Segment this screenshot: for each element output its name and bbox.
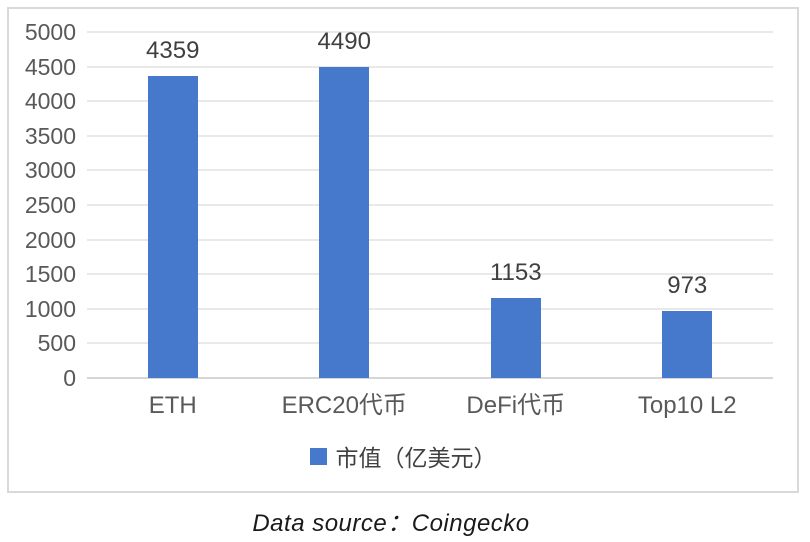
y-tick-label: 0 <box>63 365 76 391</box>
y-tick-label: 2000 <box>24 226 76 253</box>
y-tick-label: 3000 <box>24 157 76 184</box>
grid-line <box>87 100 773 103</box>
y-tick-label: 3500 <box>24 122 76 149</box>
grid-line <box>87 65 773 68</box>
legend: 市值（亿美元） <box>7 443 799 471</box>
y-tick-label: 1500 <box>24 261 76 288</box>
bar-value-label: 4359 <box>146 37 200 65</box>
x-axis-label: Top10 L2 <box>637 392 737 419</box>
bar-ERC20代币 <box>319 67 370 378</box>
y-tick-label: 4000 <box>24 88 76 115</box>
bar-value-label: 1153 <box>489 259 542 287</box>
chart-frame <box>7 7 799 493</box>
legend-marker-icon <box>309 447 327 465</box>
grid-line <box>87 31 773 33</box>
bar-value-label: 4490 <box>317 28 371 56</box>
y-tick-label: 500 <box>37 330 76 357</box>
y-tick-label: 2500 <box>24 192 76 218</box>
bar-value-label: 973 <box>667 271 708 299</box>
grid-line <box>87 169 773 172</box>
grid-line <box>87 342 773 345</box>
x-axis-label: ERC20代币 <box>281 392 407 419</box>
y-tick-label: 1000 <box>24 295 76 322</box>
grid-line <box>87 273 773 276</box>
caption: Data source：Coingecko <box>252 510 530 537</box>
y-tick-label: 4500 <box>24 53 76 80</box>
bar-Top10 L2 <box>662 310 713 378</box>
legend-label: 市值（亿美元） <box>335 445 497 471</box>
x-axis-label: ETH <box>148 392 197 419</box>
x-axis-line <box>87 377 773 379</box>
grid-line <box>87 134 773 137</box>
grid-line <box>87 238 773 241</box>
bar-DeFi代币 <box>490 298 541 378</box>
y-tick-label: 5000 <box>24 19 76 45</box>
grid-line <box>87 307 773 310</box>
grid-line <box>87 204 773 206</box>
bar-ETH <box>147 76 198 378</box>
plot-area <box>87 31 773 379</box>
x-axis-label: DeFi代币 <box>466 392 566 419</box>
